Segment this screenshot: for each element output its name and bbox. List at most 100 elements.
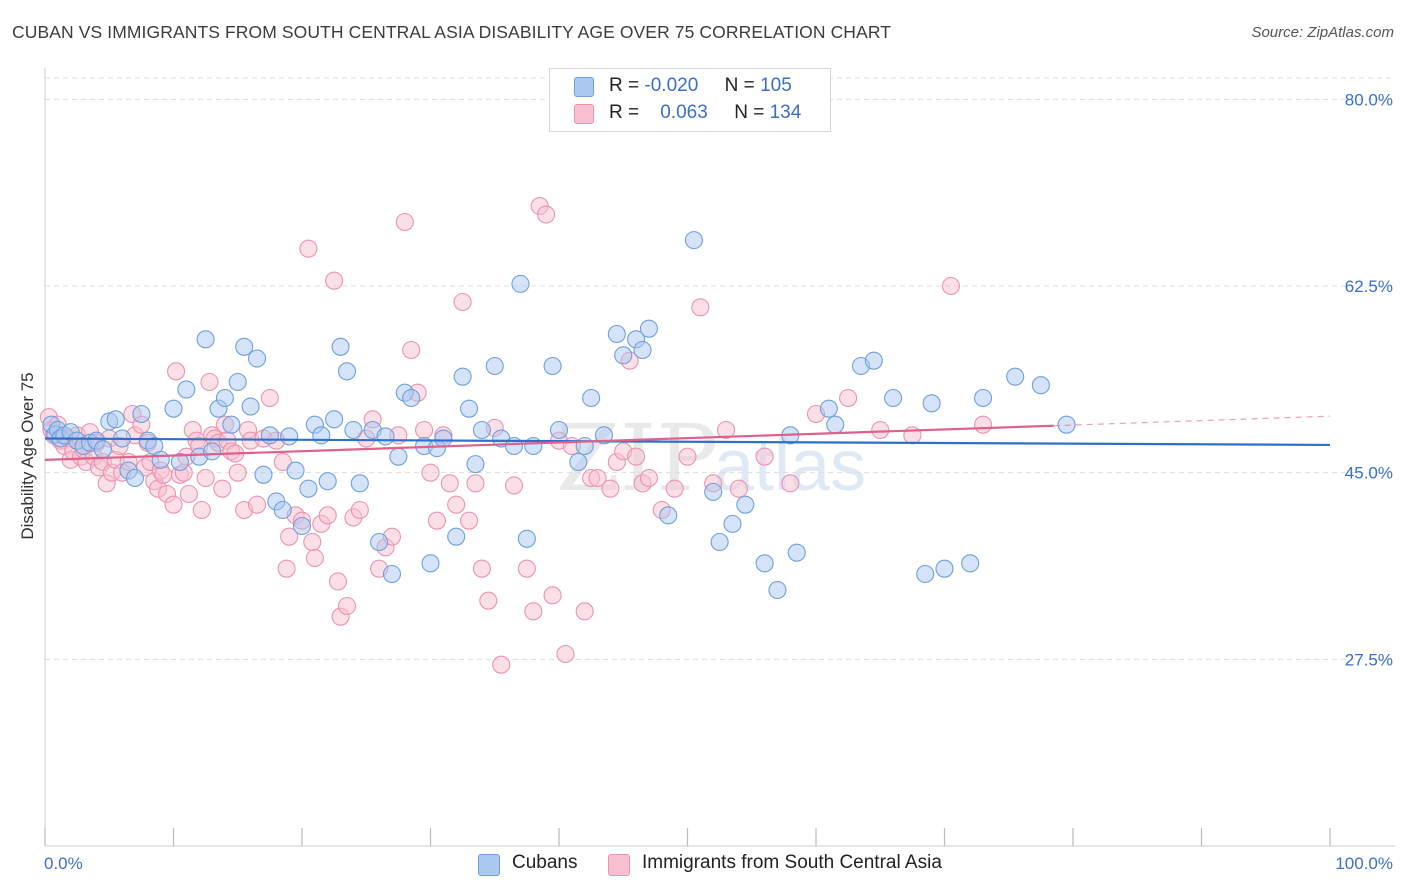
- legend-n-value: 105: [760, 75, 792, 96]
- y-tick-label: 80.0%: [1345, 90, 1393, 109]
- immigrant-point: [627, 447, 646, 466]
- cuban-point: [196, 330, 215, 349]
- cuban-point: [151, 450, 170, 469]
- immigrant-point: [575, 602, 594, 621]
- cuban-point: [125, 468, 144, 488]
- grid-layer: [45, 77, 1395, 660]
- cuban-point: [736, 495, 755, 514]
- points-layer: [39, 196, 1076, 674]
- immigrant-point: [192, 500, 211, 520]
- immigrant-point: [200, 372, 219, 392]
- cuban-point: [453, 367, 472, 386]
- legend-swatch-pink: [574, 104, 594, 124]
- cuban-point: [594, 426, 614, 445]
- immigrant-point: [273, 452, 292, 472]
- legend-n-label: N =: [734, 102, 765, 123]
- cuban-point: [260, 426, 279, 445]
- immigrant-point: [665, 479, 684, 498]
- tick-label-layer: 27.5% 45.0% 62.5% 80.0% 0.0% 100.0%: [44, 90, 1393, 873]
- cuban-point: [723, 514, 742, 533]
- y-tick-label: 62.5%: [1345, 277, 1393, 296]
- immigrant-point: [305, 548, 324, 568]
- cuban-point: [337, 362, 357, 381]
- immigrant-trend-extension: [1053, 415, 1331, 427]
- immigrant-point: [167, 362, 186, 381]
- immigrant-point: [402, 340, 421, 360]
- cuban-point: [235, 337, 254, 356]
- cuban-point: [517, 529, 536, 548]
- cuban-point: [286, 461, 305, 480]
- cuban-point: [614, 346, 633, 365]
- immigrant-point: [556, 644, 575, 664]
- immigrant-point: [179, 484, 198, 504]
- cuban-point: [402, 388, 421, 408]
- immigrant-point: [447, 495, 466, 514]
- cuban-trend-line: [44, 437, 1331, 447]
- immigrant-point: [466, 474, 485, 493]
- cuban-point: [922, 394, 941, 413]
- immigrant-point: [678, 447, 697, 466]
- cuban-point: [228, 372, 247, 392]
- cuban-point: [318, 472, 337, 491]
- immigrant-point: [453, 292, 472, 312]
- cuban-point: [106, 410, 125, 429]
- immigrant-point: [350, 500, 369, 520]
- axis-layer: [44, 68, 1395, 847]
- legend-n-value: 134: [769, 102, 802, 123]
- immigrant-point: [517, 559, 536, 578]
- y-tick-label: 27.5%: [1345, 650, 1393, 669]
- immigrant-trend-line: [44, 424, 1054, 461]
- cuban-point: [569, 452, 588, 472]
- cuban-point: [376, 427, 395, 446]
- x-tick-label-max: 100.0%: [1335, 854, 1393, 873]
- legend-r-value: 0.063: [660, 102, 708, 123]
- cuban-point: [299, 479, 318, 498]
- immigrant-point: [164, 495, 183, 514]
- cuban-point: [916, 564, 935, 584]
- immigrant-point: [691, 298, 710, 317]
- immigrant-point: [472, 559, 491, 578]
- cuban-point: [511, 274, 530, 293]
- immigrant-point: [421, 463, 440, 482]
- immigrant-point: [228, 463, 247, 482]
- cuban-point: [485, 356, 504, 376]
- immigrant-point: [839, 388, 858, 408]
- cuban-point: [659, 506, 678, 525]
- cuban-point: [787, 543, 806, 562]
- cuban-point: [222, 415, 241, 434]
- cuban-point: [710, 532, 729, 552]
- legend-swatch-blue: [574, 77, 594, 97]
- cuban-point: [350, 474, 369, 493]
- cuban-point: [93, 440, 112, 459]
- immigrant-point: [440, 474, 459, 493]
- immigrant-point: [318, 506, 337, 525]
- immigrant-point: [395, 212, 414, 232]
- cuban-point: [466, 455, 485, 474]
- immigrant-point: [247, 495, 267, 514]
- immigrant-point: [337, 596, 357, 616]
- immigrant-point: [871, 420, 890, 440]
- immigrant-point: [941, 276, 960, 296]
- cuban-point: [639, 319, 659, 338]
- immigrant-point: [459, 511, 479, 530]
- cuban-point: [312, 426, 331, 445]
- cuban-point: [819, 399, 838, 418]
- cuban-point: [684, 231, 703, 250]
- cuban-point: [826, 415, 845, 434]
- cuban-point: [973, 388, 993, 408]
- cuban-point: [1006, 367, 1025, 386]
- cuban-point: [1031, 376, 1050, 395]
- cuban-point: [382, 564, 402, 584]
- legend-n-label: N =: [724, 75, 755, 96]
- cuban-point: [884, 388, 903, 408]
- trend-layer: [44, 415, 1331, 461]
- cuban-point: [633, 340, 652, 360]
- cuban-point: [370, 532, 389, 552]
- cuban-point: [331, 337, 350, 356]
- immigrant-point: [537, 205, 556, 224]
- cuban-point: [203, 442, 222, 461]
- cuban-point: [280, 427, 299, 446]
- cuban-point: [132, 404, 151, 424]
- cuban-point: [170, 452, 189, 472]
